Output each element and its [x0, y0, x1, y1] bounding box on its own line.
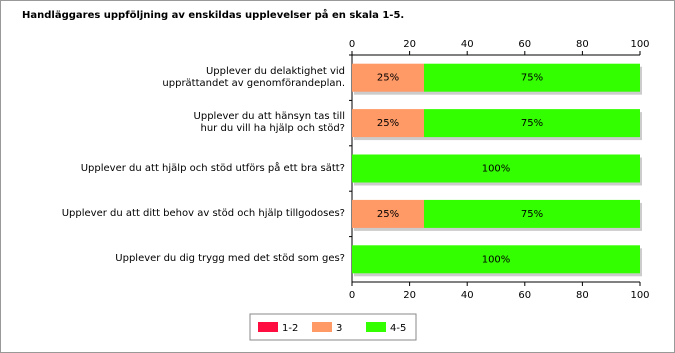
y-tick-label: Upplever du att hjälp och stöd utförs på…: [80, 162, 345, 174]
data-label: 25%: [377, 118, 399, 129]
legend-swatch: [258, 322, 278, 332]
bar: [424, 63, 640, 92]
y-tick-label: Upplever du att ditt behov av stöd och h…: [61, 207, 345, 219]
bar: [424, 109, 640, 138]
legend-label: 3: [336, 323, 342, 334]
legend-label: 4-5: [390, 323, 406, 334]
bar: [352, 109, 424, 138]
y-tick-label: Upplever du dig trygg med det stöd som g…: [115, 253, 345, 265]
bar: [352, 154, 640, 183]
bar: [352, 245, 640, 274]
x-tick-label: 20: [403, 39, 416, 50]
data-label: 100%: [482, 164, 511, 175]
x-tick-label: 60: [518, 39, 531, 50]
data-label: 25%: [377, 73, 399, 84]
x-tick-label: 100: [630, 39, 649, 50]
data-label: 75%: [521, 118, 543, 129]
x-tick-label: 80: [576, 39, 589, 50]
x-tick-label: 80: [576, 290, 589, 301]
x-tick-label: 0: [349, 290, 355, 301]
legend-label: 1-2: [282, 323, 298, 334]
data-label: 100%: [482, 254, 511, 265]
bar: [424, 199, 640, 228]
data-label: 25%: [377, 209, 399, 220]
chart-title: Handläggares uppföljning av enskildas up…: [22, 10, 405, 21]
y-tick-label: Upplever du att hänsyn tas till hur du v…: [193, 111, 345, 135]
x-tick-label: 0: [349, 39, 355, 50]
y-tick-label: Upplever du delaktighet vid upprättandet…: [162, 65, 345, 89]
data-label: 75%: [521, 209, 543, 220]
x-tick-label: 20: [403, 290, 416, 301]
bar: [352, 199, 424, 228]
data-label: 75%: [521, 73, 543, 84]
x-tick-label: 40: [461, 290, 474, 301]
legend-swatch: [366, 322, 386, 332]
bar: [352, 63, 424, 92]
x-tick-label: 40: [461, 39, 474, 50]
x-tick-label: 100: [630, 290, 649, 301]
x-tick-label: 60: [518, 290, 531, 301]
legend-swatch: [312, 322, 332, 332]
